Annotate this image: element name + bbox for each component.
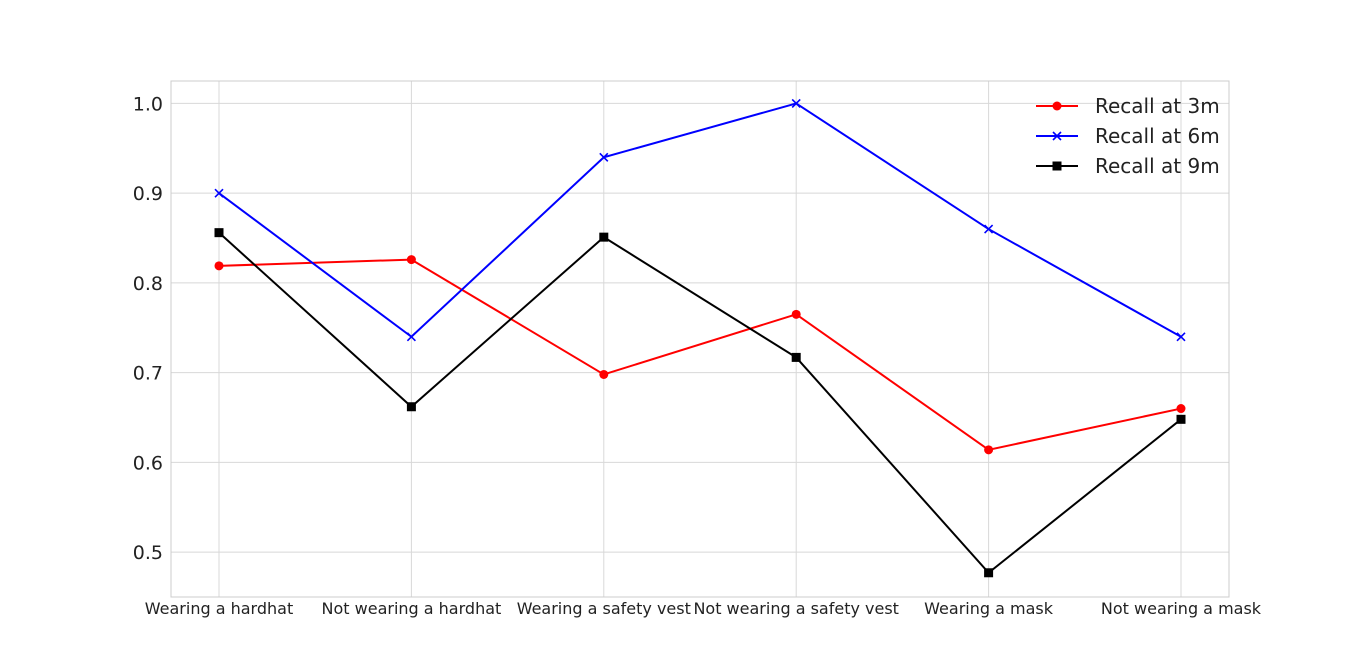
legend-label: Recall at 9m — [1095, 154, 1220, 178]
x-marker-stroke — [599, 152, 609, 162]
data-point — [984, 445, 994, 455]
grid-lines — [171, 81, 1229, 597]
data-point — [406, 402, 416, 412]
series-2 — [214, 98, 1186, 342]
y-axis: 0.5 0.6 0.7 0.8 0.9 1.0 — [133, 93, 163, 564]
y-tick-label: 0.8 — [133, 273, 163, 295]
data-point — [214, 228, 224, 238]
legend-item: Recall at 9m — [1036, 154, 1220, 178]
data-point — [1176, 414, 1186, 424]
x-marker-stroke — [406, 332, 416, 342]
x-tick-label: Wearing a hardhat — [145, 599, 293, 618]
data-point — [1176, 404, 1186, 414]
x-marker-stroke — [1052, 131, 1062, 141]
legend: Recall at 3m Recall at 6m Recall at 9m — [1036, 94, 1220, 178]
legend-marker — [1052, 161, 1062, 171]
x-tick-label: Not wearing a safety vest — [693, 599, 899, 618]
x-tick-label: Not wearing a mask — [1101, 599, 1262, 618]
x-axis: Wearing a hardhat Not wearing a hardhat We… — [145, 599, 1262, 618]
series-line — [218, 102, 1182, 339]
data-point — [214, 261, 224, 271]
legend-label: Recall at 6m — [1095, 124, 1220, 148]
x-marker-stroke — [1176, 332, 1186, 342]
x-tick-label: Wearing a mask — [924, 599, 1054, 618]
x-marker-stroke — [214, 188, 224, 198]
series-3 — [214, 228, 1186, 578]
series-1 — [214, 255, 1186, 455]
data-point — [406, 332, 416, 342]
data-point — [1176, 332, 1186, 342]
plot-frame — [170, 80, 1230, 598]
legend-marker — [1052, 101, 1062, 111]
y-tick-label: 0.7 — [133, 363, 163, 385]
data-point — [791, 98, 801, 109]
y-tick-label: 0.9 — [133, 183, 163, 205]
legend-item: Recall at 3m — [1036, 94, 1220, 118]
series-line — [218, 258, 1182, 451]
data-point — [984, 224, 994, 234]
y-tick-label: 0.6 — [133, 452, 163, 474]
data-point — [791, 352, 801, 362]
legend-item: Recall at 6m — [1036, 124, 1220, 148]
x-marker-stroke — [984, 224, 994, 234]
legend-label: Recall at 3m — [1095, 94, 1220, 118]
legend-marker — [1052, 131, 1062, 141]
x-tick-label: Wearing a safety vest — [517, 599, 691, 618]
series-line — [218, 231, 1182, 575]
data-point — [599, 152, 609, 162]
data-point — [599, 369, 609, 379]
data-point — [406, 255, 416, 265]
y-tick-label: 0.5 — [133, 542, 163, 564]
data-point — [214, 188, 224, 198]
y-tick-label: 1.0 — [133, 93, 163, 115]
data-point — [599, 232, 609, 242]
x-tick-label: Not wearing a hardhat — [322, 599, 502, 618]
x-marker-stroke — [791, 98, 801, 109]
data-point — [984, 568, 994, 578]
data-point — [791, 309, 801, 319]
